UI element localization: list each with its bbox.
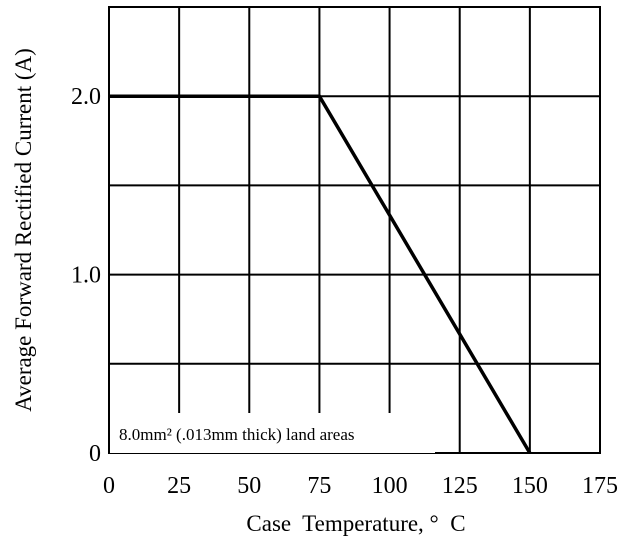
annotation-text: 8.0mm² (.013mm thick) land areas [119,425,355,444]
plot-frame [108,6,601,454]
x-tick-label: 125 [442,473,478,499]
tick-label-layer: 0 25 50 75 100 125 150 175 0 1.0 2.0 [71,84,618,499]
x-tick-label: 50 [237,473,261,499]
x-tick-label: 100 [372,473,408,499]
x-tick-label: 25 [167,473,191,499]
x-tick-label: 150 [512,473,548,499]
grid-layer [109,7,600,453]
x-tick-label: 75 [307,473,331,499]
y-tick-label: 1.0 [71,263,101,289]
derating-curve [109,94,532,454]
x-tick-label: 175 [582,473,618,499]
x-axis-title: Case Temperature, ° C [246,511,465,536]
frame-layer [108,6,601,454]
annotation-layer: 8.0mm² (.013mm thick) land areas [110,413,435,453]
annotation-box [110,413,435,453]
x-tick-label: 0 [103,473,115,499]
y-tick-label: 0 [89,441,101,467]
y-tick-label: 2.0 [71,84,101,110]
series-layer [109,94,532,454]
y-axis-title: Average Forward Rectified Current (A) [11,48,36,412]
